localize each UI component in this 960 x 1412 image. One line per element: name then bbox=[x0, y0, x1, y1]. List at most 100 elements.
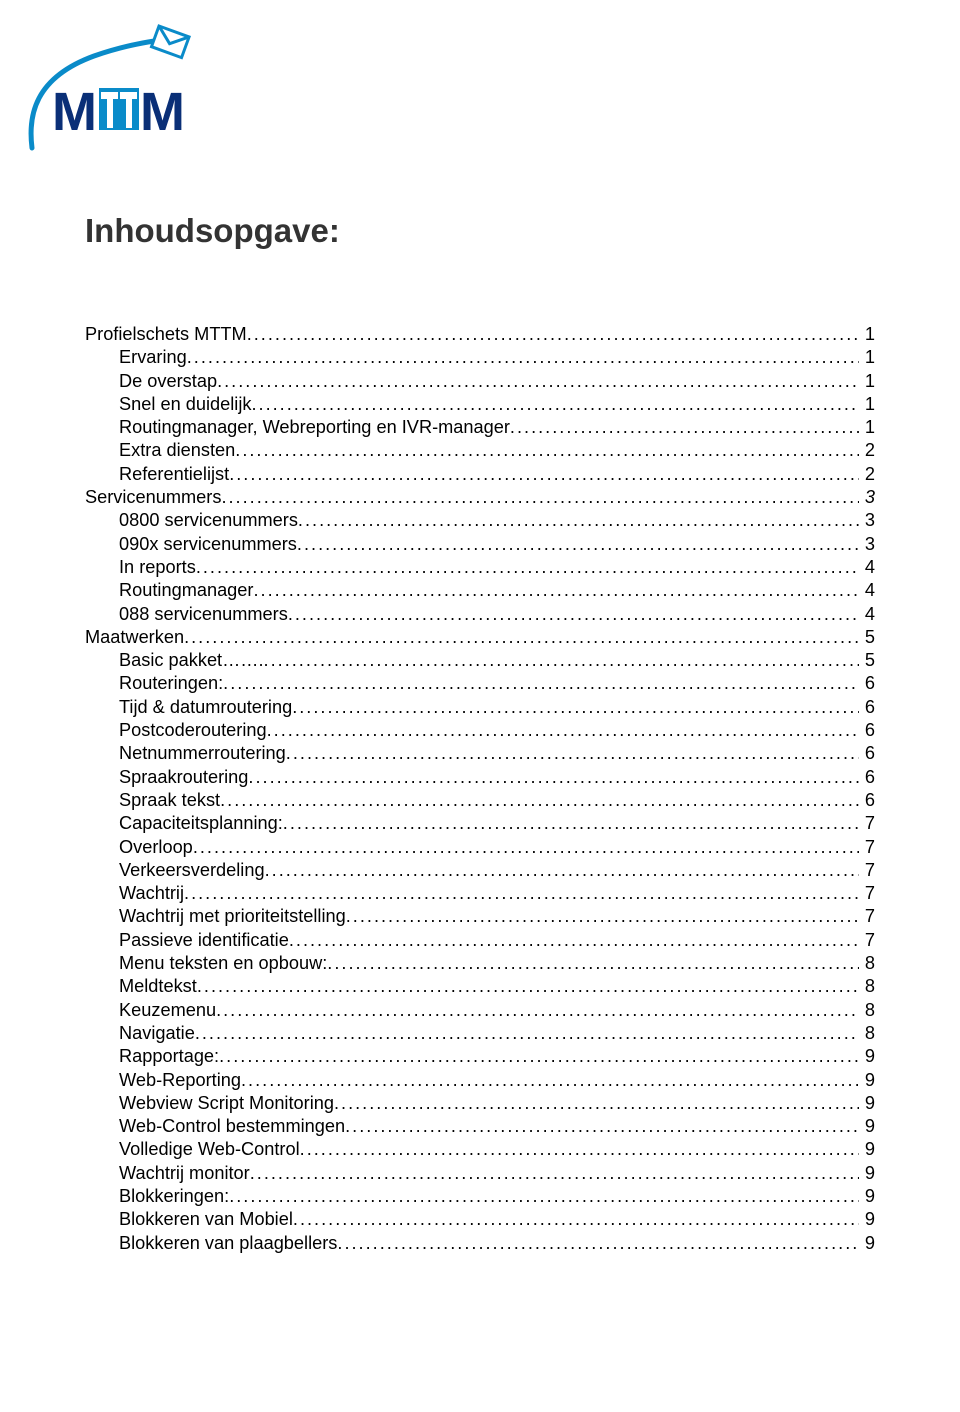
toc-dots bbox=[251, 394, 858, 415]
toc-page-number: 9 bbox=[859, 1070, 875, 1091]
toc-page-number: 8 bbox=[859, 976, 875, 997]
toc-label: Netnummerroutering bbox=[119, 743, 286, 764]
toc-dots bbox=[298, 510, 859, 531]
table-of-contents: Profielschets MTTM1Ervaring1De overstap1… bbox=[85, 324, 875, 1256]
toc-label: Profielschets MTTM bbox=[85, 324, 247, 345]
toc-page-number: 5 bbox=[859, 650, 875, 671]
toc-dots bbox=[345, 1116, 859, 1137]
toc-row: Netnummerroutering 6 bbox=[85, 743, 875, 766]
toc-page-number: 4 bbox=[859, 557, 875, 578]
toc-row: Routeringen: 6 bbox=[85, 673, 875, 696]
toc-row: Referentielijst2 bbox=[85, 464, 875, 487]
toc-row: Menu teksten en opbouw:8 bbox=[85, 953, 875, 976]
toc-label: Spraak tekst bbox=[119, 790, 220, 811]
toc-label: Blokkeren van Mobiel bbox=[119, 1209, 293, 1230]
toc-dots bbox=[289, 930, 859, 951]
toc-page-number: 1 bbox=[859, 417, 875, 438]
logo-svg: M M bbox=[24, 18, 234, 168]
toc-dots bbox=[193, 837, 859, 858]
toc-page-number: 7 bbox=[859, 813, 875, 834]
toc-dots bbox=[300, 1139, 859, 1160]
toc-dots bbox=[220, 790, 859, 811]
toc-dots bbox=[223, 673, 859, 694]
toc-row: Blokkeren van plaagbellers 9 bbox=[85, 1233, 875, 1256]
toc-dots bbox=[334, 1093, 859, 1114]
toc-row: De overstap1 bbox=[85, 371, 875, 394]
toc-label: 0800 servicenummers bbox=[119, 510, 298, 531]
toc-dots bbox=[253, 580, 858, 601]
toc-row: Wachtrij met prioriteitstelling7 bbox=[85, 906, 875, 929]
toc-row: 088 servicenummers 4 bbox=[85, 604, 875, 627]
toc-label: Menu teksten en opbouw: bbox=[119, 953, 327, 974]
toc-row: In reports4 bbox=[85, 557, 875, 580]
toc-page-number: 4 bbox=[859, 580, 875, 601]
toc-page-number: 7 bbox=[859, 883, 875, 904]
toc-dots bbox=[217, 371, 859, 392]
toc-label: Overloop bbox=[119, 837, 193, 858]
toc-dots bbox=[184, 883, 859, 904]
toc-label: Routingmanager bbox=[119, 580, 253, 601]
toc-page-number: 1 bbox=[859, 394, 875, 415]
toc-page-number: 3 bbox=[859, 510, 875, 531]
logo: M M bbox=[24, 18, 234, 168]
toc-row: Snel en duidelijk 1 bbox=[85, 394, 875, 417]
toc-row: Rapportage:9 bbox=[85, 1046, 875, 1069]
toc-row: 090x servicenummers3 bbox=[85, 534, 875, 557]
toc-dots bbox=[196, 557, 859, 578]
toc-row: Overloop 7 bbox=[85, 837, 875, 860]
toc-page-number: 8 bbox=[859, 1023, 875, 1044]
toc-page-number: 1 bbox=[859, 347, 875, 368]
toc-row: Routingmanager 4 bbox=[85, 580, 875, 603]
toc-dots bbox=[293, 1209, 859, 1230]
toc-row: Keuzemenu8 bbox=[85, 1000, 875, 1023]
toc-page-number: 9 bbox=[859, 1046, 875, 1067]
toc-label: Postcoderoutering bbox=[119, 720, 267, 741]
toc-label: Maatwerken bbox=[85, 627, 184, 648]
toc-label: Navigatie bbox=[119, 1023, 195, 1044]
toc-row: Tijd & datumroutering6 bbox=[85, 697, 875, 720]
toc-page-number: 9 bbox=[859, 1233, 875, 1254]
toc-page-number: 6 bbox=[859, 697, 875, 718]
toc-page-number: 4 bbox=[859, 604, 875, 625]
toc-page-number: 1 bbox=[859, 324, 875, 345]
toc-row: Profielschets MTTM 1 bbox=[85, 324, 875, 347]
page: M M Inhoudsopgave: Profielschets MTTM1Er… bbox=[0, 0, 960, 1412]
toc-page-number: 2 bbox=[859, 440, 875, 461]
toc-page-number: 7 bbox=[859, 860, 875, 881]
toc-dots bbox=[187, 347, 859, 368]
toc-page-number: 7 bbox=[859, 837, 875, 858]
toc-row: Servicenummers3 bbox=[85, 487, 875, 510]
toc-page-number: 5 bbox=[859, 627, 875, 648]
toc-label: Wachtrij monitor bbox=[119, 1163, 250, 1184]
toc-dots bbox=[235, 440, 859, 461]
toc-dots bbox=[250, 1163, 859, 1184]
toc-label: Wachtrij met prioriteitstelling bbox=[119, 906, 346, 927]
toc-label: Capaciteitsplanning: bbox=[119, 813, 283, 834]
toc-dots bbox=[264, 650, 859, 671]
toc-page-number: 6 bbox=[859, 673, 875, 694]
toc-label: Blokkeren van plaagbellers bbox=[119, 1233, 337, 1254]
toc-dots bbox=[337, 1233, 858, 1254]
logo-text: M bbox=[52, 82, 97, 142]
toc-label: Ervaring bbox=[119, 347, 187, 368]
svg-text:M: M bbox=[140, 82, 185, 142]
toc-label: Web-Reporting bbox=[119, 1070, 241, 1091]
toc-label: 088 servicenummers bbox=[119, 604, 288, 625]
toc-row: Spraak tekst6 bbox=[85, 790, 875, 813]
toc-dots bbox=[195, 1023, 859, 1044]
toc-dots bbox=[327, 953, 859, 974]
toc-page-number: 6 bbox=[859, 743, 875, 764]
toc-row: Blokkeringen:9 bbox=[85, 1186, 875, 1209]
toc-page-number: 8 bbox=[859, 1000, 875, 1021]
toc-label: Extra diensten bbox=[119, 440, 235, 461]
toc-label: Routeringen: bbox=[119, 673, 223, 694]
toc-row: Meldtekst8 bbox=[85, 976, 875, 999]
toc-row: Basic pakket……. 5 bbox=[85, 650, 875, 673]
toc-row: Navigatie 8 bbox=[85, 1023, 875, 1046]
toc-page-number: 3 bbox=[859, 487, 875, 508]
toc-label: Referentielijst bbox=[119, 464, 229, 485]
toc-row: Capaciteitsplanning: 7 bbox=[85, 813, 875, 836]
toc-dots bbox=[267, 720, 859, 741]
toc-label: Snel en duidelijk bbox=[119, 394, 251, 415]
toc-row: Extra diensten 2 bbox=[85, 440, 875, 463]
